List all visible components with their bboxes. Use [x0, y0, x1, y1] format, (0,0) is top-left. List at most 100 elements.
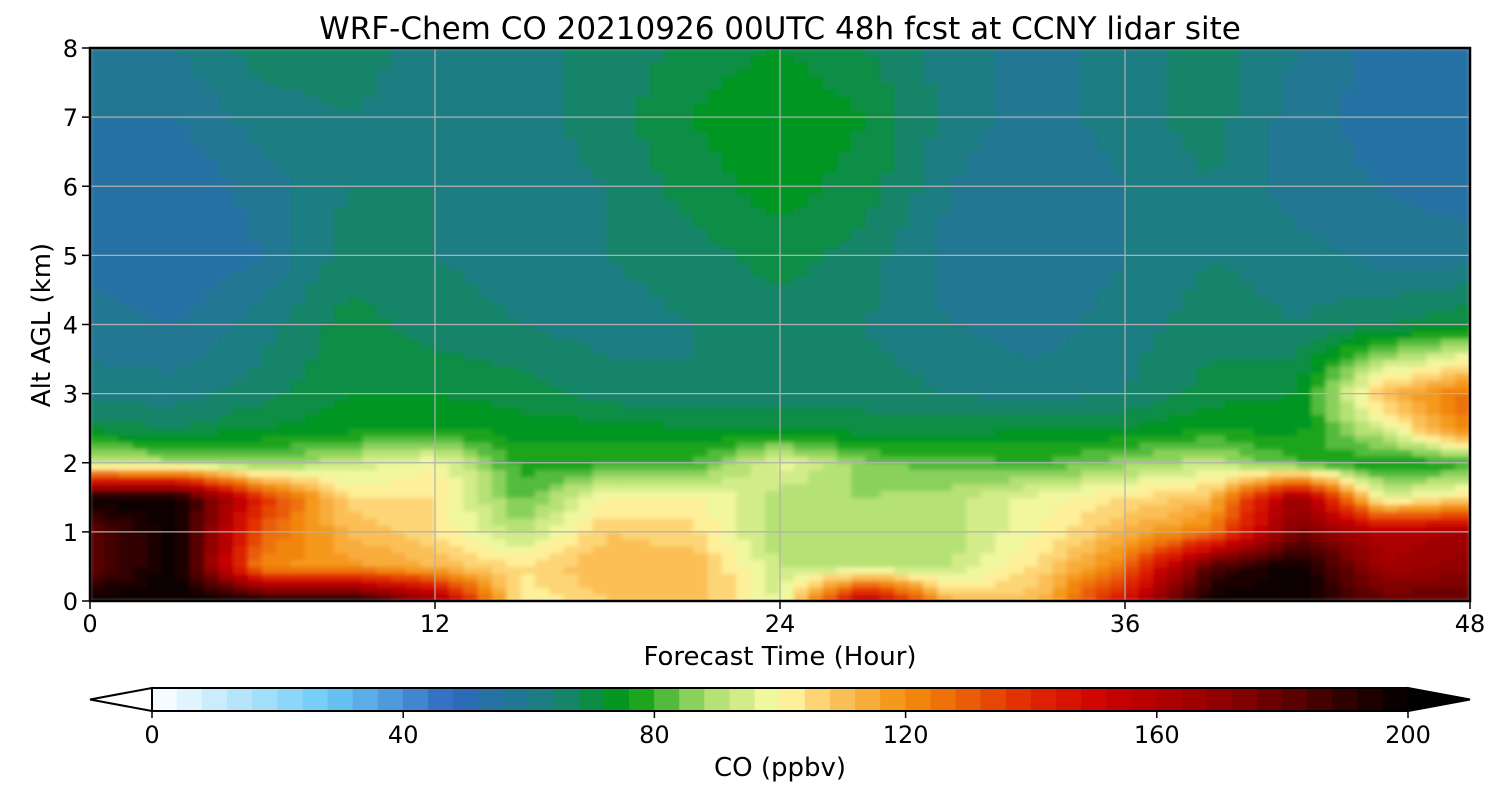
field-cell [1426, 586, 1442, 595]
field-cell [1110, 365, 1126, 374]
field-cell [650, 517, 666, 526]
field-cell [1397, 316, 1414, 326]
field-cell [650, 261, 666, 270]
field-cell [650, 379, 666, 388]
field-cell [448, 413, 465, 422]
field-cell [836, 330, 853, 339]
field-cell [1110, 469, 1126, 478]
field-cell [535, 351, 551, 360]
field-cell [146, 496, 163, 505]
field-cell [491, 337, 508, 346]
field-cell [233, 337, 249, 346]
field-cell [951, 337, 968, 346]
field-cell [1052, 475, 1069, 485]
field-cell [1397, 420, 1414, 429]
field-cell [190, 247, 206, 256]
field-cell [405, 441, 422, 450]
field-cell [1038, 593, 1054, 601]
field-cell [535, 538, 551, 547]
field-cell [1181, 393, 1198, 402]
field-cell [376, 275, 393, 284]
field-cell [161, 510, 177, 519]
field-cell [305, 593, 321, 601]
field-cell [491, 420, 508, 429]
field-cell [635, 448, 652, 457]
field-cell [1167, 254, 1184, 263]
field-cell [707, 482, 724, 491]
field-cell [1038, 316, 1054, 326]
field-cell [233, 593, 249, 601]
field-cell [1411, 379, 1428, 388]
field-cell [1411, 510, 1428, 519]
field-cell [305, 365, 321, 374]
field-cell [1095, 330, 1112, 339]
field-cell [463, 240, 479, 250]
field-cell [319, 240, 335, 250]
field-cell [1239, 386, 1255, 395]
field-cell [563, 475, 580, 485]
field-cell [995, 552, 1011, 561]
field-cell [146, 427, 163, 436]
field-cell [506, 469, 522, 478]
field-cell [736, 503, 752, 512]
field-cell [1052, 420, 1069, 429]
field-cell [1167, 386, 1184, 395]
field-cell [779, 330, 795, 339]
field-cell [1181, 448, 1198, 457]
field-cell [1052, 489, 1069, 498]
field-cell [549, 330, 565, 339]
field-cell [1440, 413, 1457, 422]
field-cell [721, 455, 738, 464]
field-cell [1325, 240, 1342, 250]
field-cell [578, 462, 594, 471]
field-cell [1153, 247, 1169, 256]
field-cell [1210, 586, 1227, 595]
field-cell [90, 441, 105, 450]
field-cell [535, 531, 551, 540]
field-cell [161, 351, 177, 360]
field-cell [477, 517, 494, 526]
field-cell [204, 572, 220, 581]
field-cell [1066, 593, 1083, 601]
field-cell [1340, 399, 1356, 409]
field-cell [1225, 427, 1241, 436]
field-cell [1153, 351, 1169, 360]
field-cell [1038, 296, 1054, 305]
field-cell [563, 323, 580, 333]
field-cell [1383, 268, 1399, 277]
field-cell [1081, 379, 1097, 388]
field-cell [190, 372, 206, 381]
field-cell [1023, 593, 1040, 601]
field-cell [951, 579, 968, 588]
field-cell [362, 482, 379, 491]
field-cell [693, 593, 709, 601]
field-cell [391, 531, 407, 540]
field-cell [1239, 455, 1255, 464]
field-cell [1095, 427, 1112, 436]
field-cell [1368, 261, 1385, 270]
field-cell [161, 330, 177, 339]
field-cell [707, 524, 724, 533]
field-cell [535, 406, 551, 415]
field-cell [822, 386, 839, 395]
field-cell [578, 510, 594, 519]
field-cell [333, 282, 350, 291]
field-cell [348, 455, 364, 464]
field-cell [1081, 240, 1097, 250]
field-cell [405, 316, 422, 326]
field-cell [376, 489, 393, 498]
field-cell [765, 538, 781, 547]
field-cell [721, 469, 738, 478]
field-cell [1110, 448, 1126, 457]
field-cell [707, 469, 724, 478]
field-cell [506, 310, 522, 319]
field-cell [721, 434, 738, 443]
field-cell [118, 420, 134, 429]
field-cell [621, 413, 637, 422]
field-cell [1009, 510, 1025, 519]
field-cell [204, 448, 220, 457]
field-cell [606, 579, 623, 588]
field-cell [937, 434, 954, 443]
field-cell [1153, 261, 1169, 270]
field-cell [937, 261, 954, 270]
